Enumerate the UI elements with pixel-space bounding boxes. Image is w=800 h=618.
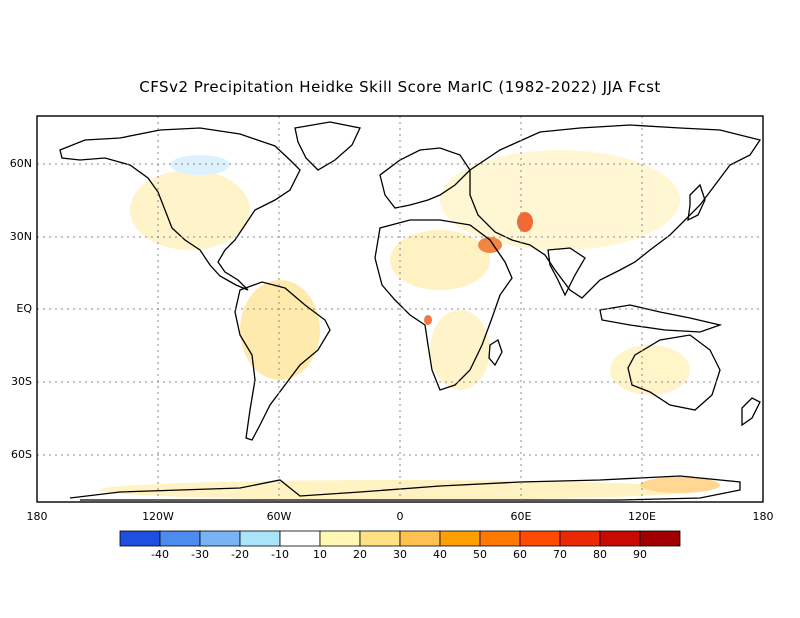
colorbar-swatch — [159, 530, 201, 547]
colorbar-tick-label: -30 — [191, 548, 209, 561]
lon-label-180w: 180 — [26, 510, 48, 523]
colorbar — [119, 530, 681, 547]
colorbar-swatch — [439, 530, 481, 547]
colorbar-tick-label: -10 — [271, 548, 289, 561]
lon-label-120e: 120E — [628, 510, 656, 523]
lat-label-eq: EQ — [16, 302, 32, 315]
graticule — [37, 116, 763, 502]
lat-label-30s: 30S — [11, 375, 32, 388]
skill-shading — [100, 150, 720, 500]
colorbar-swatch — [639, 530, 681, 547]
lat-label-30n: 30N — [9, 230, 32, 243]
colorbar-swatch — [519, 530, 561, 547]
colorbar-tick-label: -40 — [151, 548, 169, 561]
colorbar-swatch — [359, 530, 401, 547]
colorbar-swatch — [199, 530, 241, 547]
colorbar-swatch — [119, 530, 161, 547]
lat-label-60s: 60S — [11, 448, 32, 461]
colorbar-tick-label: 10 — [313, 548, 327, 561]
colorbar-swatch — [599, 530, 641, 547]
coastlines — [59, 121, 762, 501]
lon-label-60e: 60E — [510, 510, 532, 523]
colorbar-tick-label: -20 — [231, 548, 249, 561]
colorbar-tick-label: 70 — [553, 548, 567, 561]
colorbar-swatch — [479, 530, 521, 547]
map-title: CFSv2 Precipitation Heidke Skill Score M… — [139, 78, 661, 96]
lon-label-180e: 180 — [752, 510, 774, 523]
colorbar-tick-label: 90 — [633, 548, 647, 561]
map-frame — [36, 115, 764, 503]
colorbar-tick-label: 50 — [473, 548, 487, 561]
colorbar-swatch — [319, 530, 361, 547]
lon-label-120w: 120W — [142, 510, 174, 523]
lon-label-0: 0 — [396, 510, 404, 523]
colorbar-swatch — [279, 530, 321, 547]
colorbar-tick-label: 30 — [393, 548, 407, 561]
lat-label-60n: 60N — [9, 157, 32, 170]
colorbar-tick-label: 80 — [593, 548, 607, 561]
colorbar-tick-label: 20 — [353, 548, 367, 561]
lon-label-60w: 60W — [266, 510, 292, 523]
colorbar-swatch — [399, 530, 441, 547]
colorbar-tick-label: 60 — [513, 548, 527, 561]
colorbar-tick-label: 40 — [433, 548, 447, 561]
colorbar-swatch — [239, 530, 281, 547]
colorbar-swatch — [559, 530, 601, 547]
